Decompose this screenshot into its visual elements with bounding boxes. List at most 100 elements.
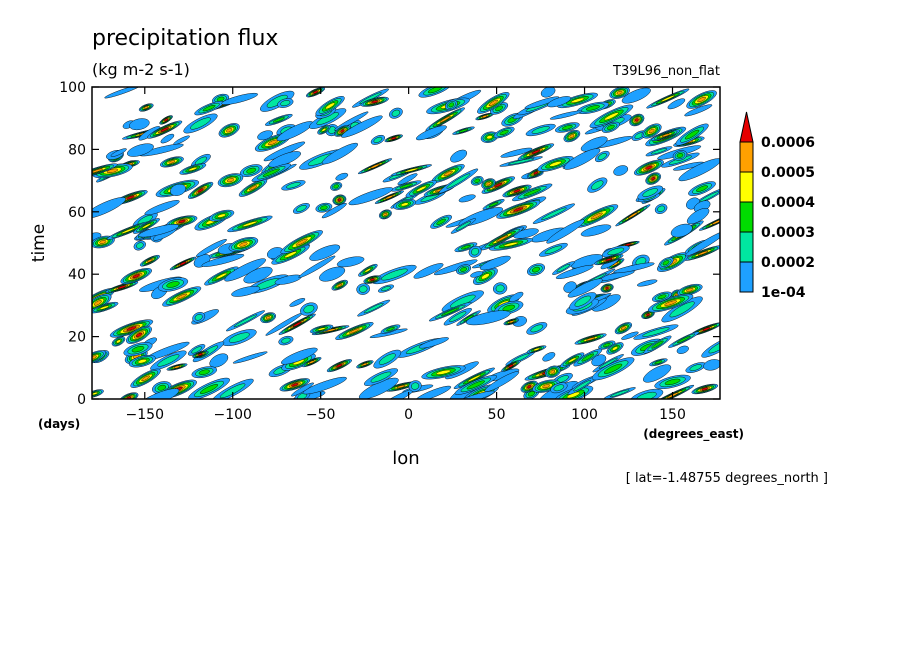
precip-cell — [218, 123, 240, 138]
latitude-annotation: [ lat=-1.48755 degrees_north ] — [626, 471, 828, 486]
colorbar-swatch — [739, 201, 754, 233]
precip-cell — [641, 123, 662, 139]
precip-cell — [157, 277, 189, 292]
precip-cell — [357, 158, 393, 175]
precip-cell — [330, 181, 343, 191]
precip-cell — [634, 159, 664, 176]
y-tick-label: 60 — [68, 205, 86, 221]
precip-cell — [685, 230, 720, 257]
precip-cell — [678, 158, 720, 182]
colorbar-label: 1e-04 — [761, 285, 806, 301]
precip-cell — [183, 113, 218, 134]
precip-cell — [550, 382, 568, 394]
precip-cell — [513, 228, 539, 239]
precip-cell — [641, 310, 655, 320]
precip-cell — [658, 257, 674, 269]
precip-cell — [484, 371, 520, 393]
x-tick-label: 150 — [659, 407, 686, 423]
precip-cell — [654, 203, 668, 214]
x-tick-label: −50 — [306, 407, 336, 423]
precip-cell — [591, 357, 635, 381]
precip-cell — [298, 255, 336, 278]
precip-cell — [601, 121, 620, 133]
precip-cell — [575, 204, 619, 228]
precip-cell — [526, 322, 548, 335]
y-axis-units: (days) — [38, 417, 80, 431]
precip-cell — [645, 172, 662, 185]
precip-cell — [209, 209, 235, 222]
precip-cell — [547, 96, 572, 108]
precip-cell — [348, 187, 394, 206]
precip-cell — [289, 298, 306, 307]
precip-cell — [370, 134, 385, 145]
precip-cell — [691, 383, 719, 395]
precip-cell — [372, 264, 417, 285]
precip-cell — [217, 173, 244, 188]
y-axis: 0 20 40 60 80 100 — [59, 80, 720, 408]
precip-cell — [123, 342, 153, 357]
precip-cell — [560, 352, 585, 368]
precip-cell — [589, 104, 634, 128]
precip-cell — [334, 111, 369, 131]
precip-cell — [684, 104, 713, 117]
precip-cell — [169, 256, 197, 271]
precip-cell — [576, 101, 610, 114]
y-tick-label: 80 — [68, 142, 86, 158]
precip-cell — [110, 148, 127, 157]
precip-cell — [159, 115, 173, 125]
precip-cell — [201, 253, 245, 267]
precip-cell — [243, 266, 273, 284]
precip-cell — [292, 203, 310, 214]
precip-cell — [614, 322, 633, 335]
precip-cell — [428, 302, 472, 322]
precip-cell — [309, 324, 334, 334]
colorbar-swatch — [739, 261, 754, 293]
colorbar-label: 0.0005 — [761, 165, 815, 181]
precip-cell — [573, 348, 603, 367]
precip-cell — [321, 203, 347, 219]
precip-cell — [380, 324, 401, 334]
precip-cell — [204, 266, 239, 286]
precip-cell — [280, 230, 323, 254]
precip-cell — [555, 264, 594, 280]
precip-cell — [633, 324, 679, 340]
precip-cell — [563, 148, 601, 170]
precip-cell — [378, 284, 394, 293]
precip-cell — [501, 360, 521, 372]
precip-cell — [609, 87, 630, 99]
precip-cell — [277, 98, 294, 108]
precipitation-field — [92, 87, 720, 399]
precip-cell — [698, 213, 720, 231]
precip-cell — [524, 96, 560, 109]
precip-cell — [525, 123, 556, 137]
precip-cell — [128, 355, 156, 368]
precip-cell — [567, 376, 597, 395]
precip-cell — [138, 224, 180, 238]
precip-cell — [441, 290, 484, 313]
precip-cell — [621, 87, 651, 104]
precip-cell — [477, 92, 510, 114]
precip-cell — [227, 215, 273, 233]
precip-cell — [421, 365, 466, 380]
precip-cell — [332, 194, 347, 206]
precip-cell — [127, 143, 154, 157]
precip-cell — [452, 126, 475, 135]
precip-cell — [492, 282, 508, 295]
precip-cell — [468, 245, 482, 258]
precip-cell — [92, 350, 106, 365]
precip-cell — [480, 131, 499, 143]
precip-cell — [646, 88, 690, 109]
precip-cell — [279, 378, 311, 392]
precip-cell — [580, 224, 612, 237]
precip-cell — [357, 299, 391, 317]
precip-cell — [425, 107, 465, 132]
precip-cell — [479, 255, 511, 271]
precip-cell — [191, 366, 218, 379]
precip-cell — [552, 261, 575, 275]
precip-cell — [260, 312, 276, 324]
precip-cell — [684, 245, 720, 261]
precip-cell — [430, 214, 452, 229]
precip-cell — [209, 353, 229, 368]
precip-cell — [526, 345, 547, 354]
precip-cell — [92, 197, 126, 219]
